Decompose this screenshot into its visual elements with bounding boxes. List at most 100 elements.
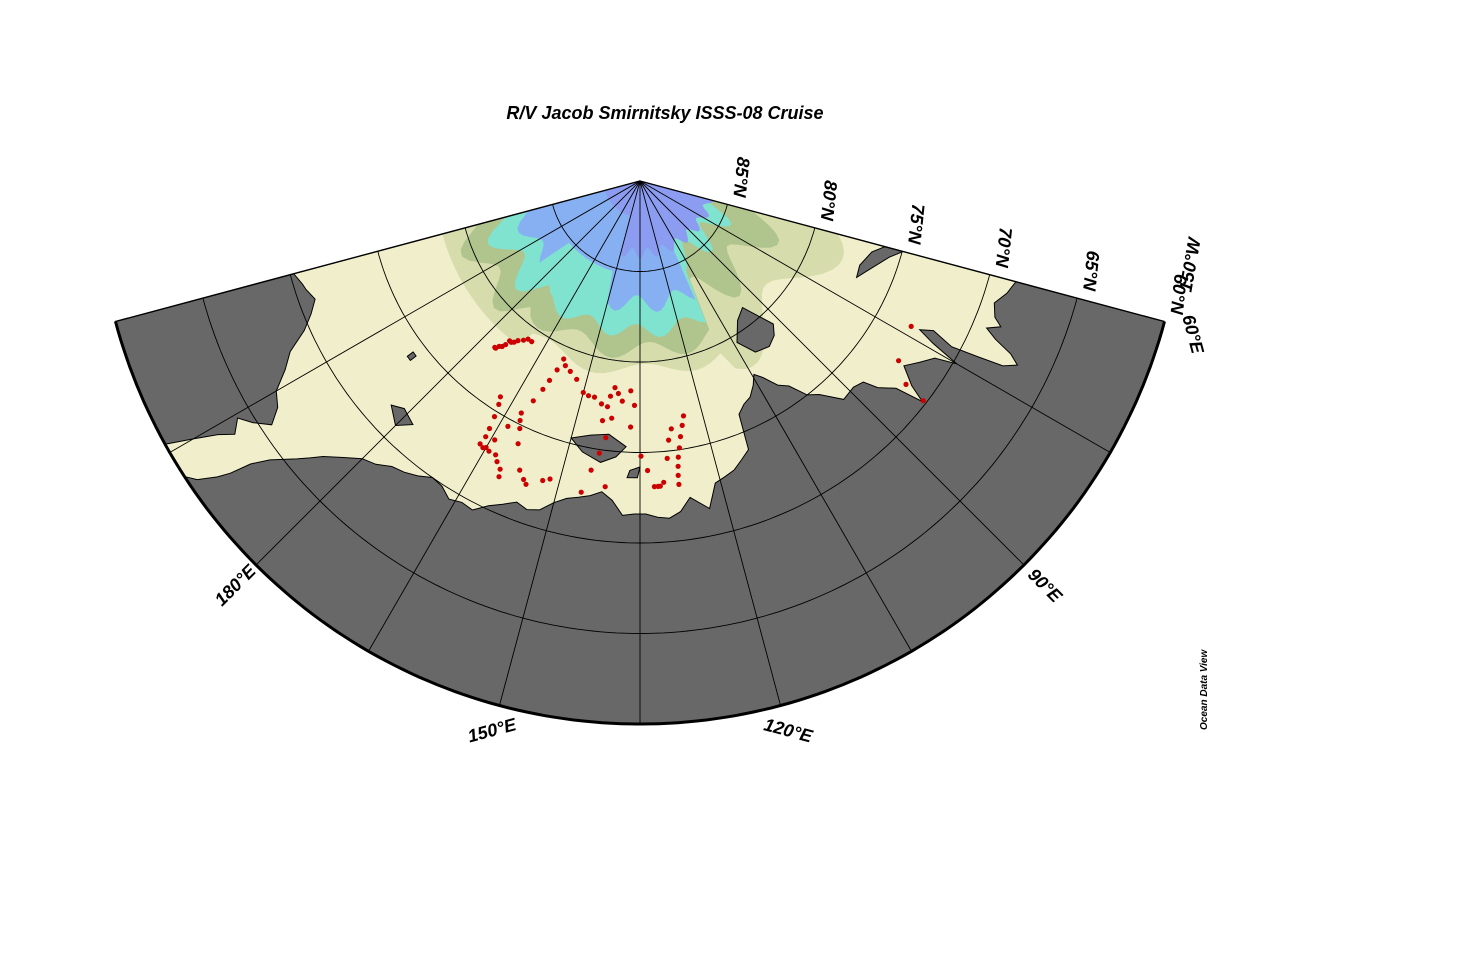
station-point xyxy=(609,415,615,421)
station-point xyxy=(486,448,492,454)
station-point xyxy=(517,417,523,424)
station-point xyxy=(675,472,681,478)
station-point xyxy=(675,454,681,460)
station-point xyxy=(628,388,634,394)
station-point xyxy=(604,404,611,410)
meridian-120 xyxy=(639,180,781,706)
station-point xyxy=(497,394,503,400)
station-point xyxy=(651,484,658,490)
lon-label: 150°W xyxy=(1176,235,1205,294)
station-point xyxy=(628,424,634,430)
credit-ocean-data-view: Ocean Data View xyxy=(1199,649,1210,730)
lon-label: 180°E xyxy=(211,560,261,610)
station-point xyxy=(492,344,498,350)
station-point xyxy=(631,402,638,408)
station-point xyxy=(676,445,683,451)
station-point xyxy=(580,389,586,396)
bathy-abyss-band xyxy=(605,181,716,259)
station-point xyxy=(561,356,567,362)
station-point xyxy=(497,466,503,472)
station-point xyxy=(668,426,674,432)
station-point xyxy=(679,422,685,428)
station-point xyxy=(505,423,511,429)
meridian-75 xyxy=(639,180,1111,453)
lon-label: 90°E xyxy=(1024,564,1067,607)
station-point xyxy=(525,336,531,342)
station-point xyxy=(645,467,651,474)
station-point xyxy=(554,367,560,373)
station-point xyxy=(657,483,663,489)
station-point xyxy=(680,413,687,419)
station-point xyxy=(540,386,546,392)
map-frame-rim xyxy=(114,321,1166,726)
station-point xyxy=(574,376,580,382)
meridian-180 xyxy=(255,180,641,566)
station-point xyxy=(483,434,489,440)
station-point xyxy=(523,481,529,487)
station-point xyxy=(496,474,502,480)
meridian-150 xyxy=(499,180,641,706)
station-point xyxy=(518,410,524,416)
meridian-195 xyxy=(169,180,641,453)
station-point xyxy=(493,452,499,458)
meridian-165 xyxy=(368,180,641,652)
station-point xyxy=(591,394,598,400)
station-point xyxy=(521,476,527,483)
station-point xyxy=(491,414,498,420)
station-point xyxy=(661,479,667,485)
lat-label: 70°N xyxy=(992,226,1016,269)
lon-label: 60°E xyxy=(1178,313,1208,357)
station-point xyxy=(540,477,546,484)
lat-label: 85°N xyxy=(729,156,753,199)
station-point xyxy=(530,398,536,404)
meridian-105 xyxy=(639,180,912,652)
station-point xyxy=(546,377,553,383)
lon-label: 120°E xyxy=(762,714,816,746)
station-point xyxy=(615,390,622,397)
station-point xyxy=(585,393,592,399)
lat-label: 65°N xyxy=(1079,250,1103,293)
station-point xyxy=(638,453,644,459)
station-point xyxy=(675,463,681,469)
station-point xyxy=(602,484,608,490)
station-point xyxy=(896,358,902,364)
station-point xyxy=(676,481,682,487)
island-small-1 xyxy=(626,466,641,479)
station-point xyxy=(515,338,521,344)
island-severnaya-zemlya xyxy=(736,306,775,353)
station-point xyxy=(507,338,513,344)
island-small-2 xyxy=(406,351,417,362)
meridian-90 xyxy=(639,180,1025,566)
station-point xyxy=(619,398,625,404)
station-point xyxy=(664,455,670,461)
station-point xyxy=(607,393,614,399)
station-point xyxy=(494,459,500,465)
station-point xyxy=(515,441,521,447)
station-point xyxy=(903,381,909,387)
station-point xyxy=(480,445,486,451)
station-point xyxy=(496,401,502,407)
station-point xyxy=(517,425,523,432)
map-title: R/V Jacob Smirnitsky ISSS-08 Cruise xyxy=(506,103,823,123)
station-point xyxy=(666,437,672,443)
station-point xyxy=(598,401,605,407)
station-point xyxy=(578,489,584,495)
station-point xyxy=(562,363,569,369)
graticule xyxy=(169,180,1111,724)
station-layer xyxy=(477,323,926,495)
lat-label: 60°N xyxy=(1166,273,1190,316)
station-point xyxy=(908,323,914,329)
lon-label: 150°E xyxy=(465,714,519,746)
lat-label: 75°N xyxy=(904,203,928,246)
station-point xyxy=(477,441,483,447)
lat-label: 80°N xyxy=(817,179,841,222)
station-point xyxy=(920,398,926,404)
station-point xyxy=(520,337,527,343)
station-point xyxy=(596,450,602,456)
station-point xyxy=(517,467,523,473)
station-point xyxy=(588,467,594,473)
station-point xyxy=(599,418,606,424)
station-point xyxy=(492,437,498,443)
